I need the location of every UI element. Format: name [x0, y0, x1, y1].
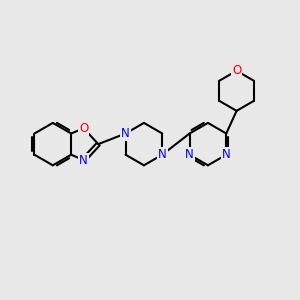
Text: N: N: [222, 148, 231, 161]
Text: N: N: [121, 127, 130, 140]
Text: O: O: [79, 122, 88, 135]
Text: O: O: [232, 64, 241, 77]
Text: N: N: [158, 148, 167, 161]
Text: N: N: [185, 148, 194, 161]
Text: N: N: [79, 154, 88, 166]
